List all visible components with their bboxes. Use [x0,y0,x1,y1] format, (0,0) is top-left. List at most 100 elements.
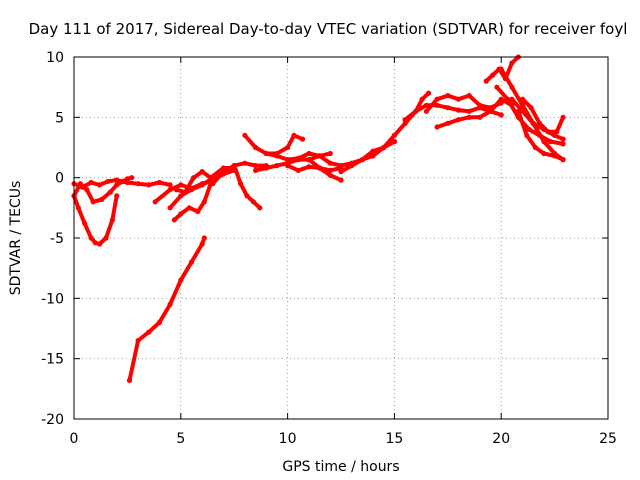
data-point [306,164,312,170]
series-group [71,54,566,383]
data-point [455,107,462,113]
data-point [253,144,259,151]
data-point [77,181,83,187]
data-point [201,235,207,241]
data-point [560,141,566,147]
data-point [509,96,515,102]
data-point [97,241,103,247]
data-point [188,259,195,265]
data-point [494,84,500,90]
data-point [152,199,158,205]
data-point [537,132,543,138]
data-point [419,96,425,102]
data-point [423,102,429,108]
x-tick-label: 25 [599,431,617,447]
data-point [146,329,152,335]
data-point [426,90,432,96]
data-point [509,84,515,90]
data-point [242,132,248,138]
data-point [520,102,526,108]
data-point [520,108,526,114]
data-point [263,165,269,171]
data-point [317,165,323,171]
data-point [238,181,244,187]
data-point [541,150,547,157]
data-point [545,129,551,135]
data-point [370,148,376,154]
data-point [124,176,130,182]
data-point [338,177,344,183]
data-point [547,138,553,145]
y-tick-label: -5 [50,231,64,247]
data-point [126,377,133,383]
data-point [156,319,162,326]
data-point [178,211,184,217]
data-point [99,196,105,202]
data-point [199,182,205,188]
data-point [135,181,141,187]
x-tick-label: 20 [492,431,510,447]
series-arc-o [307,157,343,183]
data-point [167,205,173,211]
data-point [186,205,192,211]
data-point [208,175,214,181]
data-point [263,150,269,157]
data-point [191,175,197,181]
data-point [84,187,90,193]
data-point [532,144,539,151]
data-point [466,93,472,99]
data-point [402,117,408,123]
y-tick-label: 10 [46,50,64,66]
data-point [560,114,566,120]
data-point [505,96,511,102]
data-point [88,179,94,186]
data-point [199,241,205,247]
data-point [167,301,173,307]
data-point [75,205,81,211]
data-point [327,150,333,157]
data-point [82,220,88,227]
data-point [327,167,333,173]
data-point [445,93,451,99]
data-point [291,132,297,138]
data-point [477,114,483,120]
data-point [560,157,566,163]
data-point [257,205,263,211]
x-tick-label: 10 [279,431,297,447]
data-point [530,120,536,126]
data-point [295,167,301,173]
data-point [466,114,472,120]
data-point [285,163,291,169]
data-point [107,189,113,195]
x-tick-label: 15 [385,431,403,447]
data-point [167,187,173,193]
data-point [103,235,109,241]
data-point [434,124,440,130]
y-tick-label: -20 [41,412,64,428]
data-point [171,217,177,223]
data-point [317,153,323,159]
x-tick-label: 0 [70,431,79,447]
data-point [552,153,558,159]
y-tick-label: 0 [55,171,64,187]
data-point [92,240,98,246]
data-point [182,189,188,195]
data-point [528,105,534,111]
data-point [178,193,184,199]
data-point [90,199,96,205]
chart-title: Day 111 of 2017, Sidereal Day-to-day VTE… [29,20,628,38]
data-point [274,163,280,169]
data-point [156,179,162,186]
data-point [114,177,120,183]
y-axis-label: SDTVAR / TECUs [8,181,24,296]
data-point [253,163,259,169]
data-point [515,108,521,114]
data-point [498,66,504,72]
data-point [537,120,543,126]
x-tick-label: 5 [176,431,185,447]
data-point [285,157,291,163]
data-point [105,178,111,184]
data-point [274,153,280,159]
data-point [359,157,365,163]
